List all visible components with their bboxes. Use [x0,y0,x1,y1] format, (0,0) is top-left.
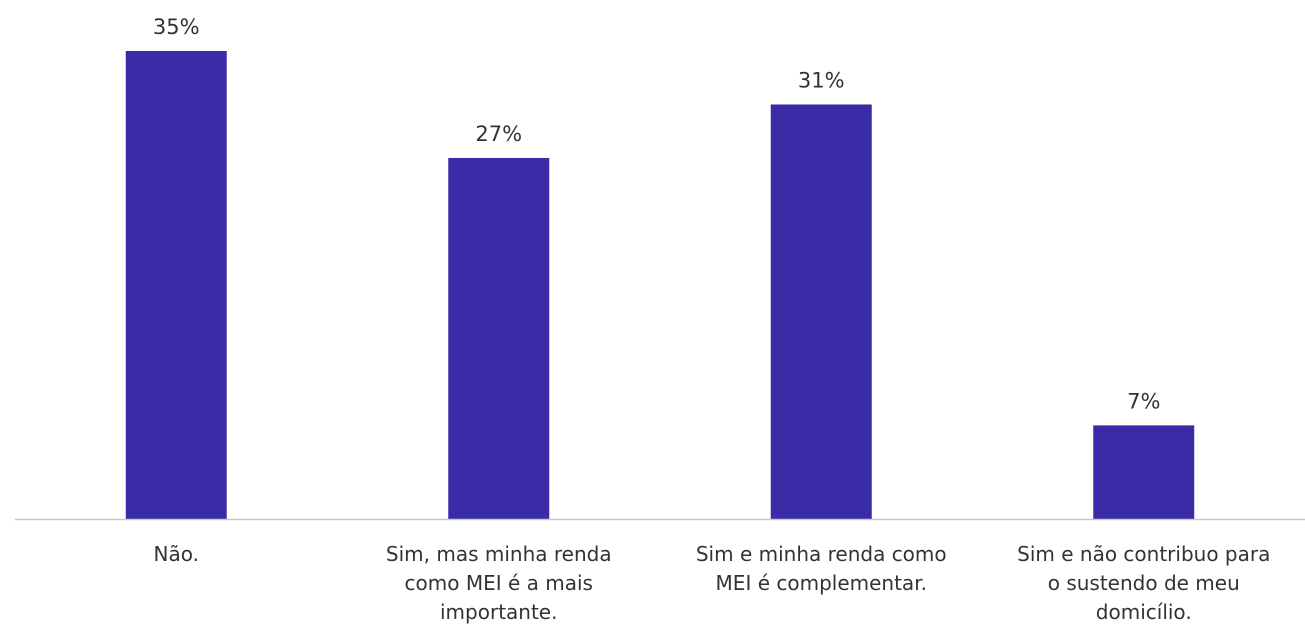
category-label: Sim e minha renda como MEI é complementar… [696,542,947,595]
value-label: 35% [153,15,200,39]
category-label-line: importante. [440,600,557,624]
category-label-line: domicílio. [1096,600,1192,624]
category-label-line: Não. [154,542,199,566]
value-labels-group: 35% 27% 31% 7% [153,15,1161,413]
category-label-line: Sim, mas minha renda [386,542,612,566]
category-label-line: Sim e não contribuo para [1017,542,1270,566]
bar [125,51,227,519]
category-label-line: Sim e minha renda como [696,542,947,566]
bar [770,104,872,519]
bar [448,157,550,519]
value-label: 7% [1127,389,1160,413]
category-label: Sim, mas minha renda como MEI é a mais imp… [386,542,612,624]
bar [1093,425,1195,519]
category-label-line: o sustendo de meu [1048,571,1240,595]
category-label: Sim e não contribuo para o sustendo de me… [1017,542,1270,624]
category-label: Não. [154,542,199,566]
value-label: 31% [798,68,845,92]
value-label: 27% [475,122,522,146]
category-labels-group: Não. Sim, mas minha renda como MEI é a mai… [154,542,1271,624]
category-label-line: como MEI é a mais [405,571,593,595]
category-label-line: MEI é complementar. [716,571,927,595]
bars-group [125,51,1195,519]
